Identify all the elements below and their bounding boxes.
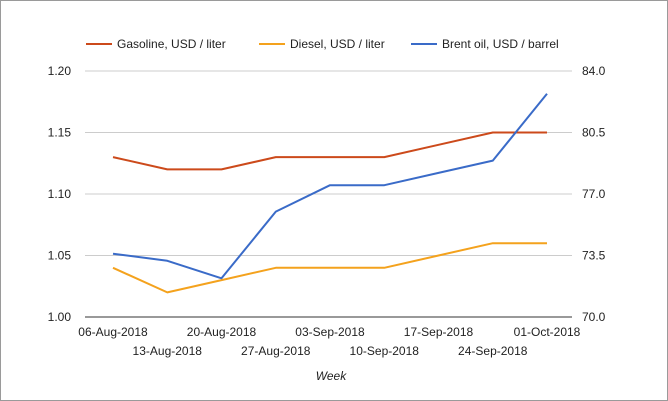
series-line xyxy=(112,131,547,171)
x-tick-label: 06-Aug-2018 xyxy=(78,325,148,339)
y-tick-label-left: 1.05 xyxy=(48,249,72,263)
legend-label: Gasoline, USD / liter xyxy=(117,37,226,51)
series-line xyxy=(112,93,548,280)
y-tick-label-left: 1.15 xyxy=(48,126,72,140)
series-line xyxy=(112,242,547,294)
x-axis-title: Week xyxy=(316,369,347,383)
x-tick-label: 20-Aug-2018 xyxy=(187,325,257,339)
x-tick-label: 01-Oct-2018 xyxy=(514,325,581,339)
x-tick-label: 24-Sep-2018 xyxy=(458,344,528,358)
legend-label: Brent oil, USD / barrel xyxy=(442,37,559,51)
y-tick-label-left: 1.00 xyxy=(48,310,72,324)
x-tick-label: 17-Sep-2018 xyxy=(404,325,474,339)
y-tick-label-right: 84.0 xyxy=(582,64,606,78)
x-tick-label: 13-Aug-2018 xyxy=(133,344,203,358)
y-tick-label-left: 1.20 xyxy=(48,64,72,78)
y-tick-label-left: 1.10 xyxy=(48,187,72,201)
y-tick-label-right: 80.5 xyxy=(582,126,606,140)
x-tick-label: 03-Sep-2018 xyxy=(295,325,365,339)
x-tick-label: 10-Sep-2018 xyxy=(350,344,420,358)
y-tick-label-right: 73.5 xyxy=(582,249,606,263)
y-tick-label-right: 77.0 xyxy=(582,187,606,201)
x-tick-label: 27-Aug-2018 xyxy=(241,344,311,358)
legend-label: Diesel, USD / liter xyxy=(290,37,385,51)
y-tick-label-right: 70.0 xyxy=(582,310,606,324)
